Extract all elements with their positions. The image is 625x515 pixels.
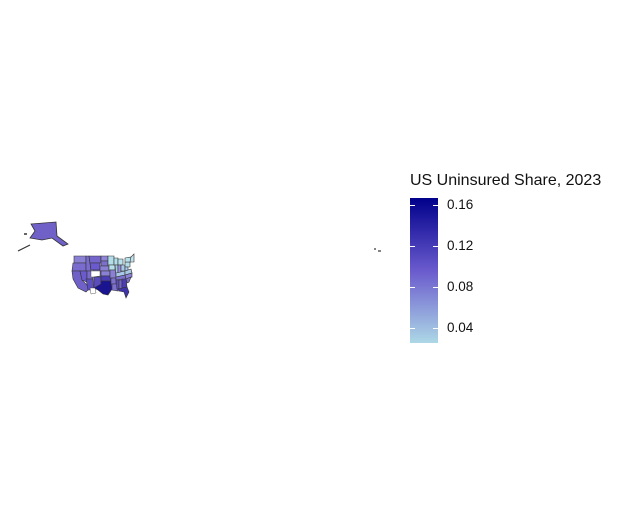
- state-florida: [117, 286, 130, 299]
- state-new-england: [129, 253, 135, 263]
- color-legend: [410, 198, 438, 343]
- state-south-carolina: [125, 276, 132, 284]
- state-minnesota: [107, 255, 115, 266]
- state-montana: [88, 255, 102, 264]
- state-pennsylvania: [124, 261, 131, 268]
- colorbar-tick-right: [433, 246, 438, 247]
- state-wyoming: [89, 262, 101, 271]
- contiguous-us-region: [71, 253, 135, 299]
- colorbar-tick-label: 0.16: [447, 197, 474, 212]
- alaska-state: [29, 221, 69, 247]
- state-nebraska: [99, 265, 110, 272]
- state-no-data-1: [90, 270, 101, 278]
- colorbar-tick-left: [410, 328, 415, 329]
- state-oregon: [71, 262, 87, 272]
- state-ohio: [120, 264, 126, 272]
- state-washington: [73, 255, 87, 264]
- state-south-dakota: [100, 260, 109, 267]
- colorbar-tick-left: [410, 246, 415, 247]
- aleutian-islands: [17, 244, 31, 252]
- colorbar-tick-label: 0.08: [447, 279, 474, 294]
- colorbar-tick-right: [433, 328, 438, 329]
- colorbar-gradient: [410, 198, 438, 343]
- colorbar-tick-right: [433, 205, 438, 206]
- colorbar-tick-label: 0.04: [447, 320, 474, 335]
- alaska-region: [17, 221, 69, 252]
- state-oklahoma: [100, 275, 112, 282]
- colorbar-tick-left: [410, 287, 415, 288]
- colorbar-tick-right: [433, 287, 438, 288]
- state-arkansas: [110, 277, 117, 285]
- state-north-dakota: [100, 255, 109, 262]
- hawaii-region: [374, 248, 381, 252]
- state-missouri: [109, 269, 117, 279]
- legend-title: US Uninsured Share, 2023: [410, 172, 602, 189]
- state-no-data-2: [89, 287, 97, 295]
- colorbar-tick-left: [410, 205, 415, 206]
- state-kansas: [100, 270, 111, 277]
- state-iowa: [108, 264, 116, 271]
- state-alabama: [118, 279, 123, 290]
- colorbar-tick-label: 0.12: [447, 238, 474, 253]
- state-michigan: [117, 258, 124, 266]
- state-wisconsin: [113, 257, 119, 266]
